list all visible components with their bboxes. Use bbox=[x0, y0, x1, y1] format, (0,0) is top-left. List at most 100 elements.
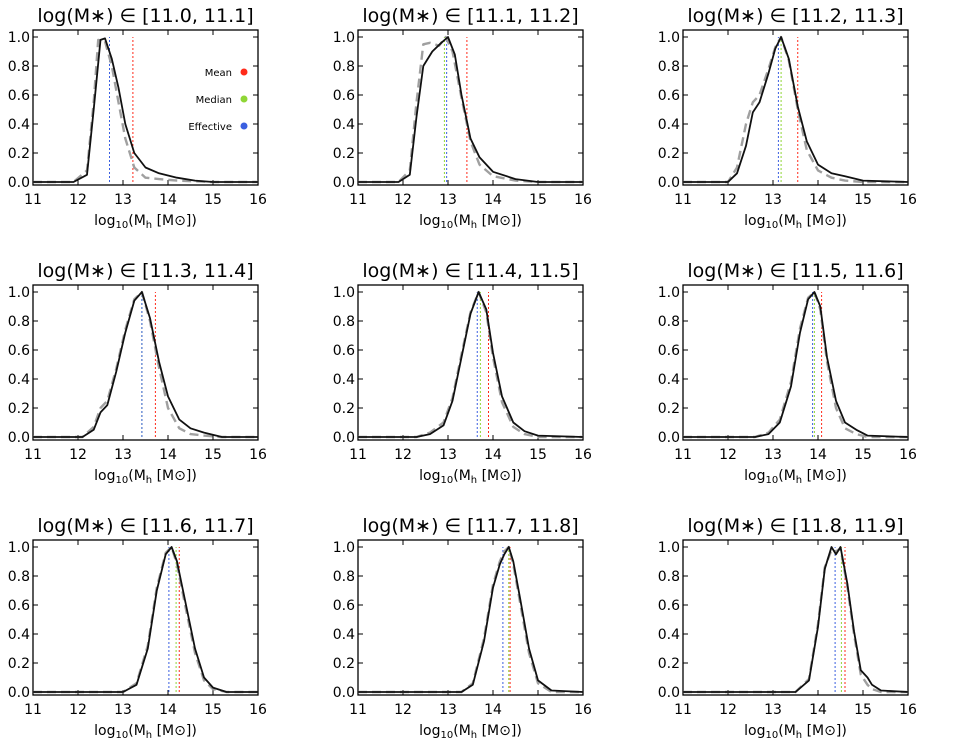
dashed-distribution-line bbox=[33, 290, 258, 439]
x-tick-label: 14 bbox=[484, 447, 502, 463]
panel-title: log(M∗) ∈ [11.2, 11.3] bbox=[687, 5, 903, 27]
axis-text: [M bbox=[152, 468, 174, 484]
axis-text: ]) bbox=[836, 468, 847, 484]
x-tick-label: 11 bbox=[24, 702, 42, 718]
y-tick-label: 0.4 bbox=[8, 372, 30, 388]
axis-text: log bbox=[94, 468, 115, 484]
y-tick-label: 1.0 bbox=[658, 285, 680, 301]
axis-text: ⊙ bbox=[824, 723, 836, 739]
x-tick-label: 13 bbox=[439, 447, 457, 463]
dashed-distribution-line bbox=[683, 290, 908, 439]
y-tick-label: 0.6 bbox=[333, 88, 355, 104]
axis-text: log bbox=[419, 213, 440, 229]
panel-3: log(M∗) ∈ [11.2, 11.3] 11 12 13 14 15 16 0.0 0.2… bbox=[658, 5, 917, 231]
dashed-distribution-line bbox=[358, 545, 583, 694]
x-tick-label: 13 bbox=[764, 447, 782, 463]
axis-text: (M bbox=[453, 723, 471, 739]
y-tick-label: 0.2 bbox=[658, 656, 680, 672]
x-tick-label: 16 bbox=[249, 447, 267, 463]
x-axis-label: log10(Mh [M⊙]) bbox=[94, 468, 197, 486]
axis-text: ⊙ bbox=[174, 213, 186, 229]
solid-distribution-line bbox=[358, 546, 584, 693]
x-tick-label: 13 bbox=[114, 702, 132, 718]
x-tick-label: 16 bbox=[899, 702, 917, 718]
axis-subscript: h bbox=[471, 475, 477, 486]
x-tick-label: 15 bbox=[854, 447, 872, 463]
plot-frame bbox=[357, 284, 584, 441]
axis-subscript: h bbox=[471, 220, 477, 231]
y-tick-label: 0.4 bbox=[333, 372, 355, 388]
x-tick-label: 14 bbox=[159, 447, 177, 463]
axis-subscript: h bbox=[796, 220, 802, 231]
plot-frame bbox=[357, 29, 584, 186]
y-tick-label: 0.2 bbox=[333, 401, 355, 417]
x-tick-label: 14 bbox=[809, 447, 827, 463]
dashed-distribution-line bbox=[33, 545, 258, 694]
axis-text: (M bbox=[128, 723, 146, 739]
axis-subscript: h bbox=[146, 220, 152, 231]
x-tick-label: 16 bbox=[574, 192, 592, 208]
x-tick-label: 15 bbox=[529, 447, 547, 463]
axis-text: (M bbox=[778, 723, 796, 739]
x-tick-label: 13 bbox=[114, 192, 132, 208]
axis-text: ]) bbox=[186, 213, 197, 229]
x-tick-label: 16 bbox=[899, 447, 917, 463]
y-tick-label: 0.8 bbox=[333, 314, 355, 330]
x-tick-label: 14 bbox=[809, 192, 827, 208]
y-tick-label: 0.8 bbox=[8, 314, 30, 330]
axis-text: [M bbox=[477, 723, 499, 739]
panel-9: log(M∗) ∈ [11.8, 11.9] 11 12 13 14 15 16 0.0 0.2… bbox=[658, 515, 917, 741]
x-tick-label: 14 bbox=[809, 702, 827, 718]
x-tick-label: 16 bbox=[899, 192, 917, 208]
x-tick-label: 12 bbox=[719, 447, 737, 463]
axis-subscript: 10 bbox=[116, 730, 129, 741]
y-tick-label: 0.2 bbox=[333, 656, 355, 672]
axis-text: ]) bbox=[186, 468, 197, 484]
panel-title: log(M∗) ∈ [11.7, 11.8] bbox=[362, 515, 578, 537]
axis-subscript: 10 bbox=[441, 730, 454, 741]
y-tick-label: 0.6 bbox=[333, 343, 355, 359]
panel-8: log(M∗) ∈ [11.7, 11.8] 11 12 13 14 15 16 0.0 0.2… bbox=[333, 515, 592, 741]
solid-distribution-line bbox=[683, 546, 909, 693]
y-tick-label: 0.4 bbox=[658, 627, 680, 643]
x-tick-label: 16 bbox=[249, 702, 267, 718]
x-tick-label: 15 bbox=[529, 702, 547, 718]
axis-text: log bbox=[94, 213, 115, 229]
y-tick-label: 0.0 bbox=[658, 685, 680, 701]
y-tick-label: 0.2 bbox=[8, 401, 30, 417]
x-axis-label: log10(Mh [M⊙]) bbox=[94, 213, 197, 231]
y-tick-label: 0.6 bbox=[658, 88, 680, 104]
x-tick-label: 12 bbox=[394, 702, 412, 718]
y-tick-label: 0.0 bbox=[8, 175, 30, 191]
x-tick-label: 11 bbox=[349, 702, 367, 718]
solid-distribution-line bbox=[683, 36, 909, 183]
x-tick-label: 14 bbox=[159, 192, 177, 208]
x-tick-label: 11 bbox=[24, 447, 42, 463]
y-tick-label: 0.4 bbox=[8, 627, 30, 643]
axis-subscript: h bbox=[471, 730, 477, 741]
plot-frame bbox=[682, 29, 909, 186]
y-tick-label: 0.6 bbox=[8, 598, 30, 614]
axis-text: ⊙ bbox=[174, 468, 186, 484]
x-tick-label: 15 bbox=[204, 192, 222, 208]
y-tick-label: 0.2 bbox=[333, 146, 355, 162]
y-tick-label: 1.0 bbox=[8, 30, 30, 46]
axis-text: [M bbox=[802, 468, 824, 484]
solid-distribution-line bbox=[358, 36, 583, 183]
x-axis-label: log10(Mh [M⊙]) bbox=[419, 213, 522, 231]
y-tick-label: 0.2 bbox=[8, 146, 30, 162]
y-tick-label: 0.6 bbox=[658, 343, 680, 359]
x-tick-label: 14 bbox=[159, 702, 177, 718]
y-tick-label: 0.8 bbox=[658, 59, 680, 75]
solid-distribution-line bbox=[33, 291, 258, 438]
axis-text: ⊙ bbox=[174, 723, 186, 739]
y-tick-label: 0.2 bbox=[658, 401, 680, 417]
axis-subscript: 10 bbox=[441, 475, 454, 486]
x-tick-label: 13 bbox=[439, 702, 457, 718]
panel-title: log(M∗) ∈ [11.0, 11.1] bbox=[37, 5, 253, 27]
y-tick-label: 0.2 bbox=[8, 656, 30, 672]
x-tick-label: 11 bbox=[24, 192, 42, 208]
x-tick-label: 13 bbox=[439, 192, 457, 208]
y-tick-label: 0.0 bbox=[658, 175, 680, 191]
legend: Mean Median Effective bbox=[188, 68, 248, 133]
